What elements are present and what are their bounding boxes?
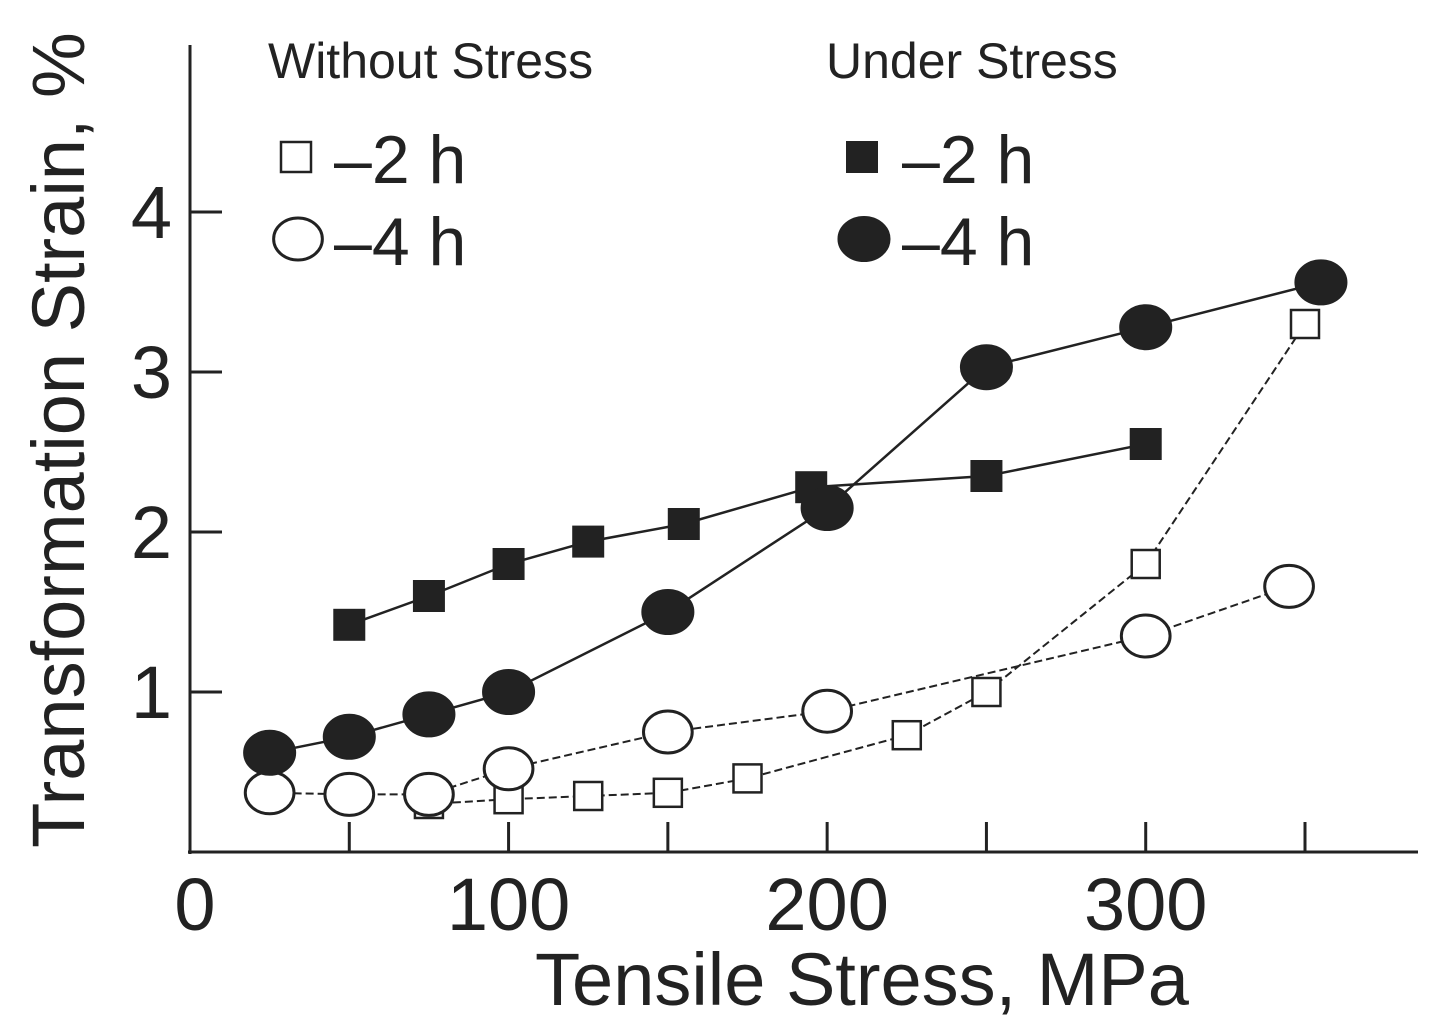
- data-point-filled-circle: [800, 485, 854, 531]
- data-point-open-square: [652, 777, 684, 809]
- legend: Without Stress Under Stress–2 h–4 h–2 h–4…: [268, 33, 1118, 280]
- x-tick-label: 300: [1084, 863, 1207, 946]
- data-point-open-square: [971, 676, 1002, 708]
- x-tick-label: 100: [447, 863, 570, 946]
- legend-header-under-stress: Under Stress: [826, 33, 1118, 89]
- series-line-4: [269, 281, 1322, 755]
- data-points-layer: [243, 259, 1348, 820]
- data-point-open-square: [1289, 308, 1321, 340]
- data-point-open-square: [732, 763, 763, 794]
- data-point-open-circle: [323, 771, 376, 817]
- data-point-filled-square: [492, 548, 525, 580]
- x-tick-label: 200: [765, 863, 888, 946]
- data-point-open-circle: [801, 688, 854, 734]
- data-point-filled-square: [667, 508, 700, 540]
- y-tick-label: 1: [131, 651, 172, 734]
- series-line-1: [428, 323, 1306, 805]
- data-point-filled-square: [333, 608, 366, 641]
- x-axis-title: Tensile Stress, MPa: [535, 938, 1190, 1021]
- legend-label: –4 h: [334, 204, 466, 280]
- series-line-2: [269, 585, 1290, 796]
- legend-marker-open-circle: [272, 216, 324, 262]
- data-point-filled-square: [1129, 428, 1162, 460]
- data-point-open-square: [572, 780, 604, 812]
- data-point-filled-circle: [959, 344, 1013, 391]
- data-point-filled-square: [572, 525, 605, 558]
- legend-marker-open-square: [279, 140, 313, 174]
- legend-marker-filled-circle: [837, 216, 891, 262]
- data-point-open-circle: [1119, 613, 1172, 659]
- y-tick-label: 2: [131, 491, 172, 574]
- data-point-open-circle: [243, 770, 296, 816]
- legend-marker-filled-square: [846, 141, 878, 173]
- legend-label: –2 h: [334, 122, 466, 198]
- data-point-open-square: [1130, 548, 1161, 580]
- y-tick-label: 3: [131, 331, 172, 414]
- data-point-filled-circle: [402, 691, 456, 738]
- data-point-filled-circle: [1119, 304, 1173, 351]
- data-point-filled-circle: [1294, 259, 1348, 306]
- legend-label: –2 h: [902, 122, 1034, 198]
- legend-header-without-stress: Without Stress: [268, 33, 593, 89]
- data-point-open-circle: [641, 709, 694, 755]
- data-point-filled-circle: [322, 713, 376, 760]
- data-point-filled-circle: [641, 589, 695, 635]
- data-point-filled-square: [412, 580, 445, 612]
- data-point-filled-circle: [482, 669, 536, 715]
- legend-label: –4 h: [902, 204, 1034, 280]
- data-point-open-square: [891, 719, 923, 751]
- labels-layer: 0 100 200 300 1 2 3 4 Tensile Stress, MPa Transfo…: [17, 32, 1207, 1021]
- data-point-filled-square: [970, 460, 1003, 492]
- data-point-open-circle: [482, 746, 535, 792]
- axes-layer: [188, 45, 1418, 854]
- data-point-open-circle: [1263, 563, 1315, 609]
- x-tick-label: 0: [174, 863, 215, 946]
- y-tick-label: 4: [131, 171, 172, 254]
- y-axis-title: Transformation Strain, %: [17, 32, 100, 848]
- data-point-filled-circle: [243, 729, 297, 776]
- data-point-open-circle: [403, 771, 455, 817]
- series-line-3: [348, 442, 1146, 626]
